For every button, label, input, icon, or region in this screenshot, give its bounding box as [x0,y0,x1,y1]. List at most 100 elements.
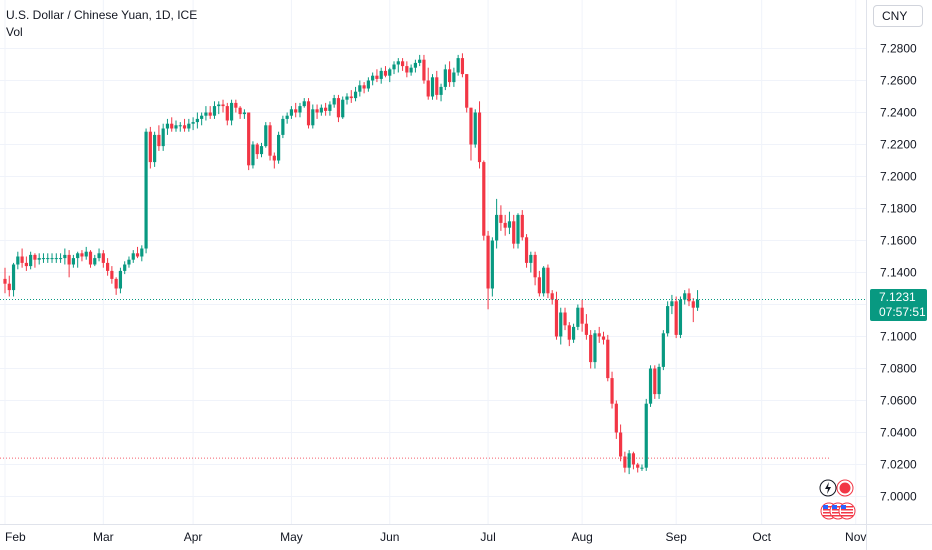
candle-body [225,106,229,121]
candle-body [110,270,114,279]
candle-body [516,214,520,244]
candle-body [542,267,546,294]
candle-body [182,125,187,129]
candle-body [255,144,259,155]
candle-body [41,258,46,260]
candle-body [486,235,490,289]
candle-body [499,214,503,223]
candle-body [392,64,396,70]
candle-body [559,312,563,337]
candle-body [54,258,58,260]
candle-body [379,70,383,79]
candle-body [324,107,328,111]
candle-body [131,253,135,260]
candle-body [507,221,512,228]
candle-body [439,86,443,95]
candle-body [336,98,341,118]
y-tick-label: 7.0200 [880,458,917,472]
candle-body [251,144,255,166]
currency-button[interactable]: CNY [873,5,923,27]
y-tick-label: 7.0800 [880,362,917,376]
y-tick-label: 7.0000 [880,490,917,504]
candle-body [289,109,294,116]
candle-body [187,123,191,129]
candle-body [191,122,195,124]
candle-body [567,325,571,340]
candle-body [50,258,54,260]
candle-body [695,299,700,308]
candle-body [7,283,11,291]
y-tick-label: 7.2400 [880,106,917,120]
candle-body [456,58,460,73]
candle-body [529,254,533,263]
candle-body [657,366,661,395]
candles-layer [3,53,700,475]
candle-body [71,258,75,265]
candle-body [443,69,447,87]
candle-body [563,312,567,326]
candle-body [601,336,606,340]
candle-body [58,258,63,260]
candle-body [195,118,199,123]
candle-body [400,61,405,67]
candle-body [174,125,178,129]
candle-body [332,98,336,105]
candle-body [473,112,477,145]
us-flag-icon[interactable] [838,502,856,520]
candle-body [409,67,413,73]
red-flag-icon[interactable] [836,479,854,497]
candle-body [576,307,580,327]
candle-body [315,109,319,113]
candle-body [281,118,285,135]
time-axis[interactable]: Feb Mar Apr May Jun Jul Aug Sep Oct Nov [5,530,866,544]
candle-body [597,333,601,337]
y-tick-label: 7.2800 [880,42,917,56]
lightning-icon[interactable] [819,479,837,497]
candle-body [306,101,311,126]
candle-body [114,278,118,289]
candle-body [512,221,516,244]
y-tick-label: 7.1600 [880,234,917,248]
y-tick-label: 7.0400 [880,426,917,440]
candle-body [619,432,623,457]
candle-body [614,403,618,433]
candle-body [229,102,234,121]
candle-body [97,253,101,259]
candle-body [238,107,242,115]
candle-body [653,368,657,395]
candle-body [537,277,541,294]
candle-body [375,75,379,79]
x-tick-label: Nov [845,530,866,544]
last-price-tag: 7.1231 07:57:51 [870,289,927,321]
candle-body [580,307,584,324]
candle-body [153,134,157,163]
volume-indicator-label[interactable]: Vol [6,25,23,39]
candle-body [272,155,276,161]
event-badges[interactable] [819,479,856,520]
candle-body [661,333,665,367]
candle-body [157,134,161,147]
candle-body [264,125,268,147]
candle-body [3,278,7,284]
candle-body [76,253,80,259]
x-tick-label: Jun [380,530,399,544]
candle-body [362,85,366,89]
price-axis[interactable]: 7.2800 7.2600 7.2400 7.2200 7.2000 7.1800 7.16… [880,42,917,504]
candle-body [371,75,375,81]
x-tick-label: Oct [752,530,771,544]
candle-body [670,301,674,307]
y-tick-label: 7.2600 [880,74,917,88]
candle-body [24,262,28,267]
candle-body [148,131,152,163]
candle-body [247,112,251,166]
candle-body [426,80,430,97]
candle-body [627,453,631,468]
bar-countdown: 07:57:51 [879,305,926,319]
candle-body [144,131,148,249]
y-tick-label: 7.2200 [880,138,917,152]
candle-body [341,99,345,118]
candle-body [127,259,131,265]
candle-body [33,254,37,260]
